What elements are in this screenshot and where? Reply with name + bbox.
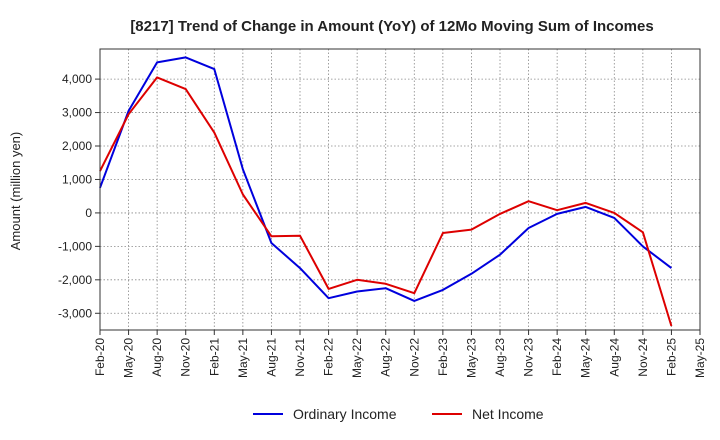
x-tick-label: Feb-23 xyxy=(436,338,450,376)
x-tick-label: Nov-23 xyxy=(522,338,536,377)
y-tick-label: 1,000 xyxy=(62,172,92,186)
x-tick-label: May-20 xyxy=(122,338,136,378)
legend: Ordinary Income Net Income xyxy=(253,406,544,422)
x-tick-label: Aug-24 xyxy=(607,338,621,377)
series-layer xyxy=(99,56,673,327)
y-axis-ticks: -3,000 -2,000 -1,000 0 1,000 2,000 3,000 4,000 xyxy=(58,72,100,320)
y-axis-title: Amount (million yen) xyxy=(8,132,23,251)
y-tick-label: 4,000 xyxy=(62,72,92,86)
x-tick-label: May-24 xyxy=(579,338,593,378)
y-tick-label: -1,000 xyxy=(58,239,92,253)
x-tick-label: May-25 xyxy=(693,338,707,378)
plot-frame xyxy=(99,48,701,331)
legend-label-ordinary-income: Ordinary Income xyxy=(293,406,397,422)
x-tick-label: Aug-20 xyxy=(150,338,164,377)
x-tick-label: Feb-20 xyxy=(93,338,107,376)
x-tick-label: Nov-21 xyxy=(293,338,307,377)
x-tick-label: Feb-21 xyxy=(207,338,221,376)
x-tick-label: Nov-22 xyxy=(407,338,421,377)
x-tick-label: Aug-23 xyxy=(493,338,507,377)
x-tick-label: Feb-25 xyxy=(664,338,678,376)
series-line-ordinary-income xyxy=(99,56,673,302)
x-tick-label: Feb-22 xyxy=(322,338,336,376)
y-tick-label: -2,000 xyxy=(58,273,92,287)
series-line-net-income xyxy=(99,76,673,327)
legend-label-net-income: Net Income xyxy=(472,406,544,422)
y-tick-label: -3,000 xyxy=(58,306,92,320)
x-tick-label: May-21 xyxy=(236,338,250,378)
x-tick-label: May-23 xyxy=(464,338,478,378)
x-tick-label: May-22 xyxy=(350,338,364,378)
x-tick-label: Feb-24 xyxy=(550,338,564,376)
x-axis-ticks: Feb-20 May-20 Aug-20 Nov-20 Feb-21 May-21 Aug-… xyxy=(93,330,707,378)
chart-title: [8217] Trend of Change in Amount (YoY) o… xyxy=(130,18,653,35)
x-tick-label: Aug-21 xyxy=(264,338,278,377)
y-tick-label: 0 xyxy=(85,206,92,220)
grid xyxy=(99,49,701,330)
x-tick-label: Nov-20 xyxy=(179,338,193,377)
y-tick-label: 3,000 xyxy=(62,106,92,120)
x-tick-label: Nov-24 xyxy=(636,338,650,377)
y-tick-label: 2,000 xyxy=(62,139,92,153)
x-tick-label: Aug-22 xyxy=(379,338,393,377)
